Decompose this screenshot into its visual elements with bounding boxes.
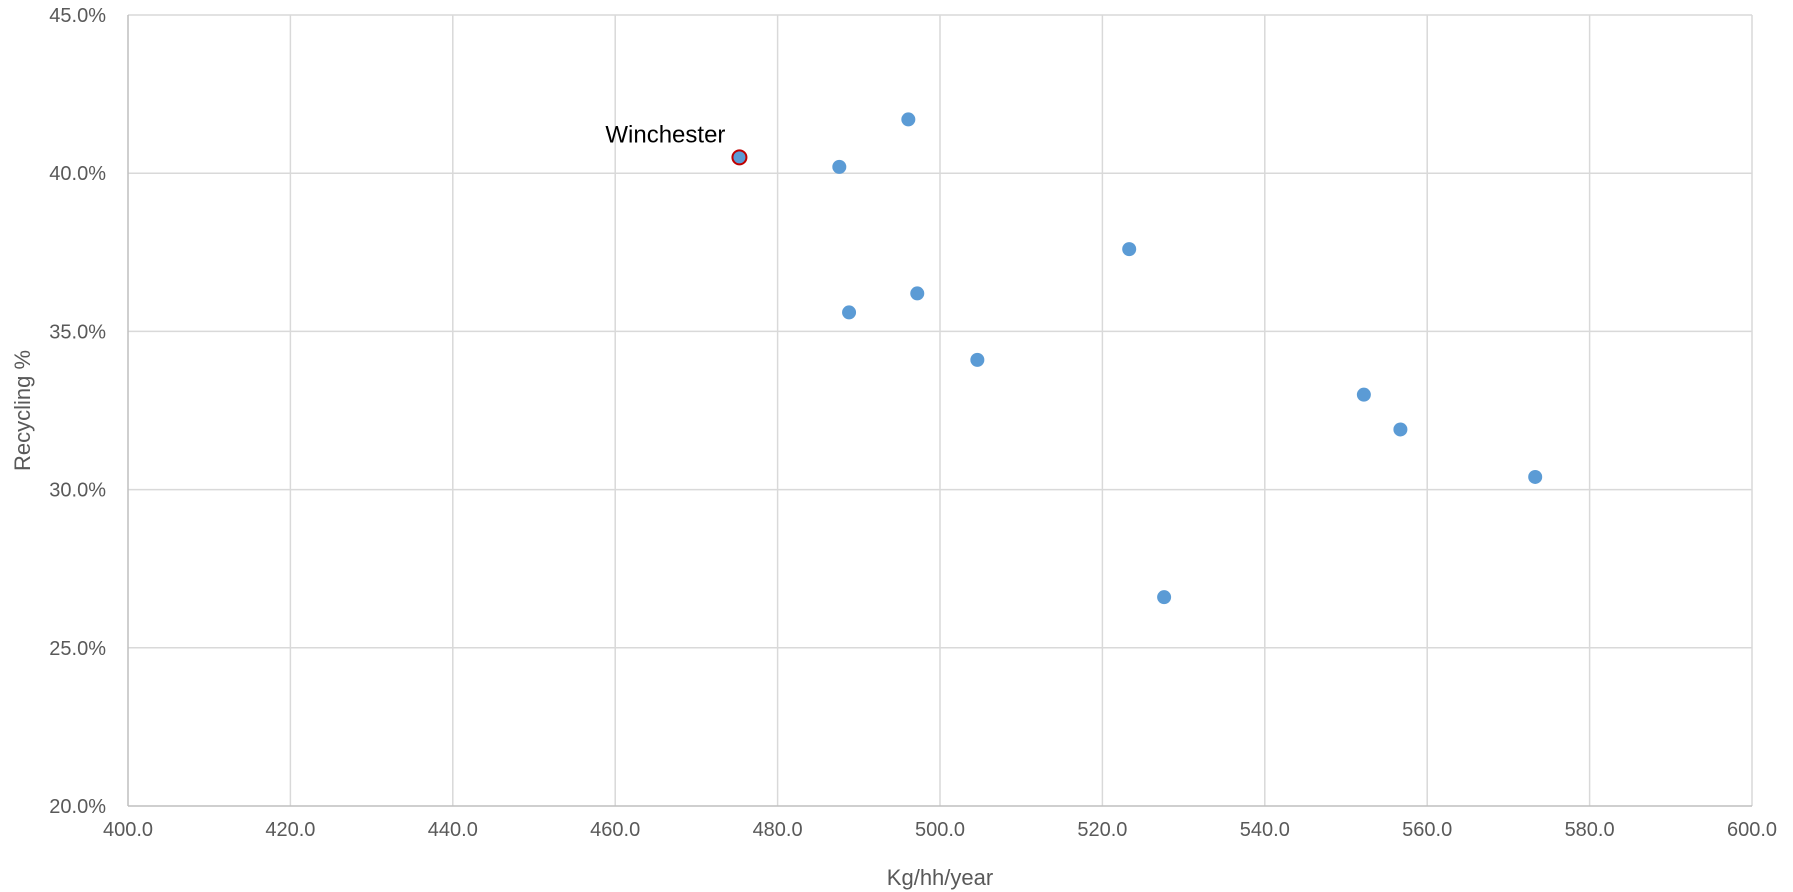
y-axis-title: Recycling % — [10, 350, 35, 471]
x-tick-label: 600.0 — [1727, 819, 1777, 841]
highlighted-data-point — [731, 149, 748, 166]
axes — [127, 15, 1752, 807]
grid — [128, 14, 1753, 806]
x-tick-label: 540.0 — [1240, 819, 1290, 841]
data-point — [970, 352, 985, 367]
y-tick-label: 30.0% — [49, 480, 106, 502]
y-tick-label: 45.0% — [49, 5, 106, 27]
point-labels: Winchester — [605, 121, 725, 148]
data-point — [842, 305, 857, 320]
data-point — [1122, 242, 1137, 257]
data-point — [910, 286, 925, 301]
y-tick-label: 40.0% — [49, 163, 106, 185]
x-tick-label: 520.0 — [1077, 819, 1127, 841]
x-axis-title: Kg/hh/year — [887, 865, 993, 890]
tick-labels: 400.0 420.0 440.0 460.0 480.0 500.0 520.0 540.0… — [49, 5, 1777, 841]
data-point — [1393, 422, 1408, 437]
data-point — [1356, 387, 1371, 402]
x-tick-label: 560.0 — [1402, 819, 1452, 841]
point-label: Winchester — [605, 121, 725, 148]
y-tick-label: 25.0% — [49, 638, 106, 660]
x-tick-label: 420.0 — [265, 819, 315, 841]
x-tick-label: 440.0 — [428, 819, 478, 841]
data-point — [1157, 590, 1172, 605]
x-tick-label: 480.0 — [753, 819, 803, 841]
y-tick-label: 35.0% — [49, 321, 106, 343]
x-tick-label: 400.0 — [103, 819, 153, 841]
x-tick-label: 580.0 — [1565, 819, 1615, 841]
x-tick-label: 500.0 — [915, 819, 965, 841]
x-tick-label: 460.0 — [590, 819, 640, 841]
data-points — [731, 112, 1543, 605]
y-tick-label: 20.0% — [49, 796, 106, 818]
data-point — [1528, 469, 1543, 484]
data-point — [901, 112, 916, 127]
data-point — [832, 159, 847, 174]
